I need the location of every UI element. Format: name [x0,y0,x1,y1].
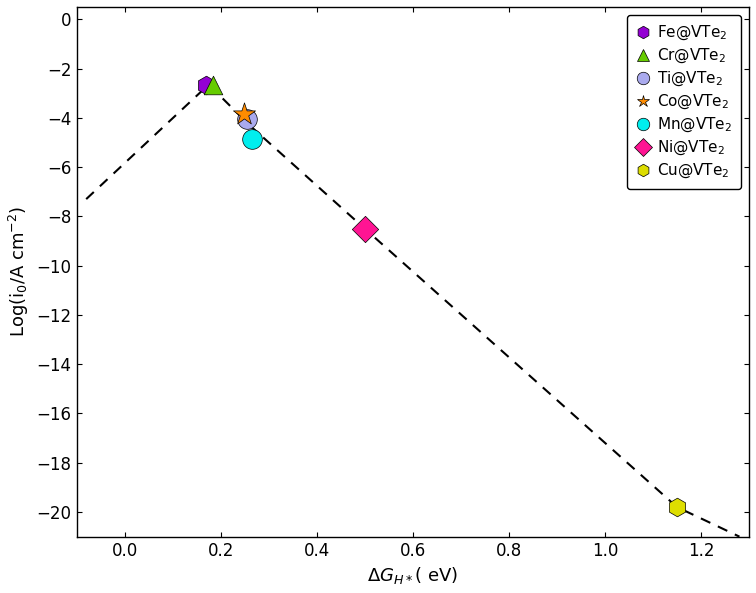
Point [206,80,218,90]
Point [246,134,258,144]
Point [200,80,212,90]
Point [241,114,253,124]
X-axis label: $\Delta G_{H*}$( eV): $\Delta G_{H*}$( eV) [367,565,458,586]
Point [359,224,371,234]
Point [671,502,683,512]
Y-axis label: Log(i$_0$/A cm$^{-2}$): Log(i$_0$/A cm$^{-2}$) [7,206,31,337]
Legend: Fe@VTe$_2$, Cr@VTe$_2$, Ti@VTe$_2$, Co@VTe$_2$, Mn@VTe$_2$, Ni@VTe$_2$, Cu@VTe$_: Fe@VTe$_2$, Cr@VTe$_2$, Ti@VTe$_2$, Co@V… [627,15,742,189]
Point [237,109,249,119]
